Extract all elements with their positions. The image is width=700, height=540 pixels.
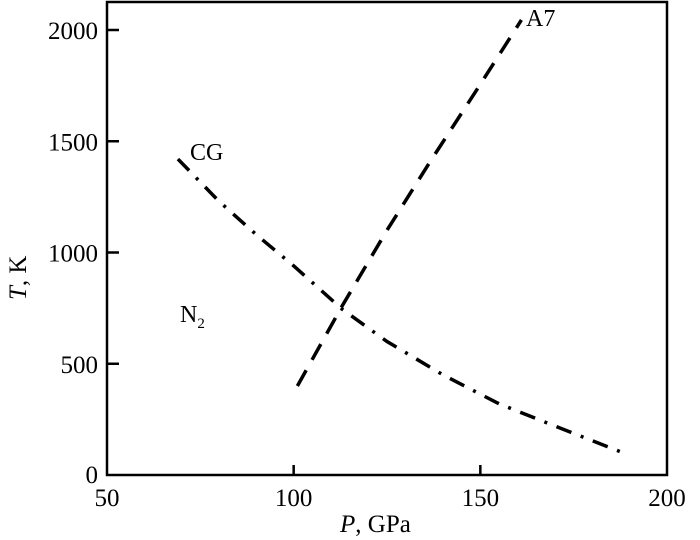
y-tick-label: 500: [61, 352, 99, 379]
n2-region-label: N2: [180, 302, 205, 332]
a7-curve: [295, 19, 523, 387]
y-tick-label: 2000: [48, 18, 98, 45]
x-tick-label: 200: [648, 485, 686, 512]
plot-frame: [105, 0, 669, 477]
y-axis-label: T, K: [5, 256, 32, 300]
x-axis-label: P, GPa: [339, 511, 411, 538]
x-tick-label: 50: [95, 485, 120, 512]
y-tick-label: 1000: [48, 241, 98, 268]
cg-label: CG: [190, 140, 223, 166]
x-tick-label: 100: [275, 485, 313, 512]
y-tick-label: 0: [86, 462, 99, 489]
cg-curve: [176, 157, 627, 456]
x-tick-label: 150: [462, 485, 500, 512]
y-axis-ticks: 0 500 1000 1500 2000: [48, 18, 119, 489]
a7-label: A7: [526, 6, 555, 32]
x-axis-ticks: 50 100 150 200: [95, 465, 686, 512]
y-tick-label: 1500: [48, 129, 98, 156]
